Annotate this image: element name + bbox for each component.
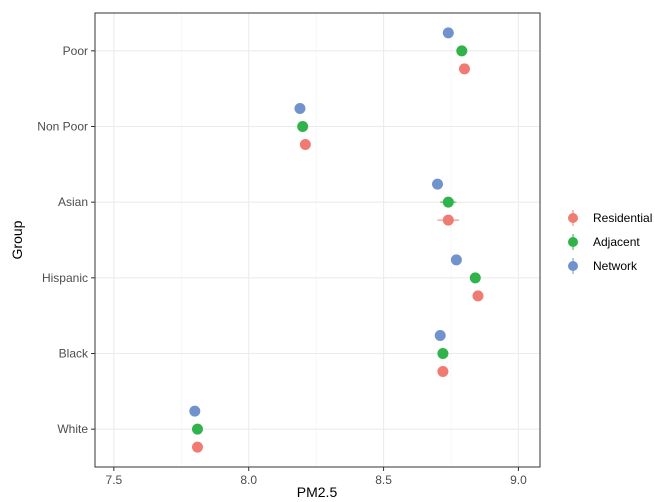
x-tick-label: 7.5	[106, 473, 123, 487]
data-point-adjacent	[297, 121, 309, 132]
x-axis: 7.5 8.0 8.5 9.0	[106, 467, 527, 487]
y-axis: Poor Non Poor Asian Hispanic Black White	[37, 44, 95, 436]
legend-item-adjacent: Adjacent	[568, 234, 640, 250]
grid-lines	[95, 13, 540, 467]
data-point-network	[450, 254, 462, 266]
data-point-network	[189, 405, 201, 417]
y-tick-label: White	[57, 422, 88, 436]
data-point-network	[434, 330, 446, 341]
legend-key-dot	[568, 261, 578, 271]
data-point-residential	[442, 214, 454, 226]
legend-item-network: Network	[568, 258, 638, 274]
panel-border	[94, 12, 541, 468]
data-point-adjacent	[191, 423, 203, 435]
data-point-residential	[472, 290, 484, 302]
y-tick-label: Non Poor	[37, 120, 88, 134]
data-point-adjacent	[442, 196, 454, 208]
panel-background	[95, 13, 540, 467]
y-tick-label: Poor	[63, 44, 88, 58]
data-point-adjacent	[469, 272, 481, 284]
y-tick-label: Asian	[58, 195, 88, 209]
data-point-residential	[299, 139, 311, 150]
x-tick-label: 8.0	[240, 473, 257, 487]
y-tick-label: Black	[59, 347, 89, 361]
data-point-adjacent	[437, 348, 449, 359]
x-tick-label: 8.5	[375, 473, 392, 487]
legend-key-dot	[568, 237, 578, 247]
data-point-network	[442, 27, 454, 39]
data-point-adjacent	[456, 45, 468, 57]
data-point-network	[294, 103, 306, 114]
data-point-residential	[437, 366, 449, 377]
legend-key-dot	[568, 213, 578, 223]
legend-label: Residential	[593, 211, 652, 225]
y-axis-title: Group	[9, 220, 25, 259]
legend: Residential Adjacent Network	[568, 210, 652, 274]
x-tick-label: 9.0	[510, 473, 527, 487]
legend-label: Network	[593, 259, 638, 273]
legend-item-residential: Residential	[568, 210, 652, 226]
x-axis-title: PM2.5	[297, 484, 338, 500]
data-points	[189, 27, 484, 453]
y-tick-label: Hispanic	[42, 271, 88, 285]
legend-label: Adjacent	[593, 235, 640, 249]
data-point-residential	[458, 63, 470, 75]
data-point-network	[432, 178, 444, 190]
data-point-residential	[191, 441, 203, 453]
